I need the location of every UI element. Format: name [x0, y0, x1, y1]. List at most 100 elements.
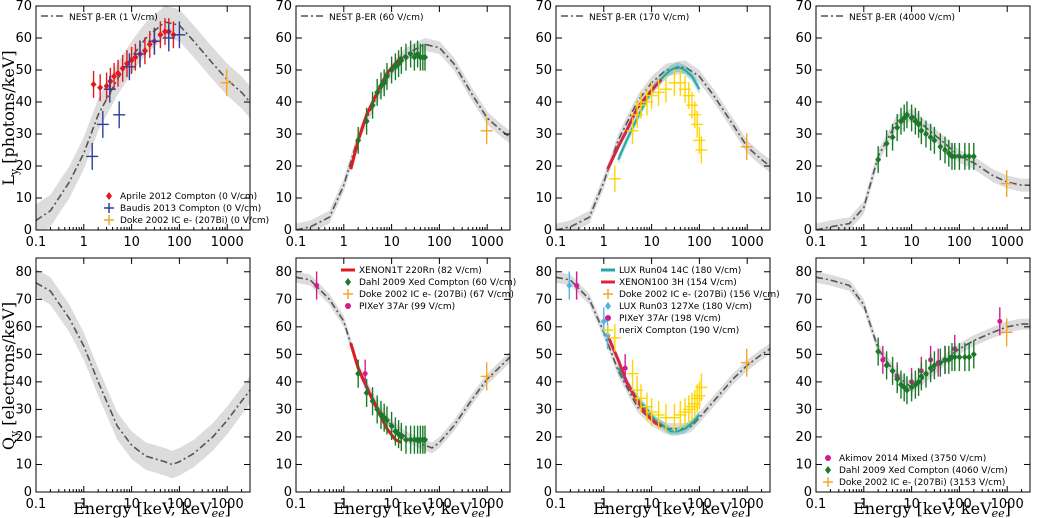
nest-uncertainty-band	[556, 60, 770, 230]
legend-label: Doke 2002 IC e- (207Bi) (3153 V/cm)	[839, 478, 1005, 488]
data-point	[383, 72, 390, 80]
series-2	[86, 21, 186, 170]
plot-area	[816, 101, 1030, 230]
x-tick-label: 10	[123, 497, 140, 512]
plot-area	[816, 271, 1030, 405]
y-tick-label: 50	[535, 347, 552, 362]
series-3	[608, 69, 708, 193]
data-point	[915, 378, 922, 386]
x-tick-label: 1	[600, 497, 608, 512]
y-tick-label: 60	[795, 31, 812, 46]
legend-label: Baudis 2013 Compton (0 V/cm)	[120, 204, 261, 214]
data-point	[398, 433, 405, 441]
axes-frame	[35, 257, 251, 493]
y-tick-label: 30	[535, 402, 552, 417]
data-point	[956, 353, 963, 361]
y-tick-label: 20	[15, 430, 32, 445]
data-point	[903, 386, 910, 394]
x-axis-label-2: Energy [keV, keVee]	[333, 499, 491, 518]
x-tick-label: 100	[947, 497, 972, 512]
y-tick-label: 60	[795, 320, 812, 335]
x-tick-label: 1000	[731, 497, 764, 512]
y-tick-label: 40	[15, 375, 32, 390]
y-tick-label: 0	[284, 485, 292, 500]
y-tick-label: 40	[535, 95, 552, 110]
y-tick-label: 30	[795, 127, 812, 142]
y-tick-label: 40	[535, 375, 552, 390]
data-point	[908, 383, 915, 391]
data-point	[422, 53, 429, 61]
data-point	[937, 359, 944, 367]
panel-5: 0.1 1 10 100 1000 0 10 20 30 40 50 60 70 80	[15, 257, 251, 512]
y-tick-label: 40	[795, 95, 812, 110]
legend-label: Doke 2002 IC e- (207Bi) (156 V/cm)	[619, 290, 780, 300]
data-point	[600, 317, 607, 325]
data-point	[966, 152, 973, 160]
y-tick-label: 0	[544, 223, 552, 238]
legend: XENON1T 220Rn (82 V/cm) Dahl 2009 Xed Com…	[341, 266, 516, 312]
data-point	[918, 372, 925, 380]
data-point	[97, 84, 104, 92]
data-point	[951, 152, 958, 160]
series-1	[90, 18, 177, 102]
y-tick-label: 20	[535, 430, 552, 445]
data-point	[402, 53, 409, 61]
data-point	[146, 40, 153, 48]
series-2	[1000, 170, 1013, 198]
plot-area	[36, 6, 250, 230]
x-tick-label: 10	[903, 235, 920, 250]
y-tick-label: 10	[795, 191, 812, 206]
data-point	[157, 31, 164, 39]
data-point	[407, 50, 414, 58]
nest-uncertainty-band	[816, 271, 1030, 393]
x-tick-label: 100	[167, 235, 192, 250]
data-point	[369, 101, 376, 109]
data-point	[889, 133, 896, 141]
y-tick-label: 10	[275, 457, 292, 472]
legend-swatch	[605, 302, 611, 310]
plot-area	[296, 38, 510, 230]
nest-legend: NEST β-ER (170 V/cm)	[561, 13, 689, 23]
x-tick-label: 1	[860, 235, 868, 250]
data-point	[915, 120, 922, 128]
x-tick-label: 100	[687, 235, 712, 250]
y-tick-label: 70	[15, 292, 32, 307]
legend-swatch	[345, 278, 351, 286]
legend-label: Dahl 2009 Xed Compton (4060 V/cm)	[839, 466, 1008, 476]
y-tick-label: 70	[535, 292, 552, 307]
y-tick-label: 10	[15, 457, 32, 472]
data-point	[997, 318, 1003, 324]
nest-curve	[816, 276, 1030, 389]
data-point	[970, 152, 977, 160]
data-point	[369, 397, 376, 405]
x-axis-label-4: Energy [keV, keVee]	[853, 499, 1011, 518]
data-point	[566, 282, 573, 290]
x-tick-label: 0.1	[26, 235, 47, 250]
x-tick-label: 1	[80, 235, 88, 250]
y-tick-label: 50	[795, 347, 812, 362]
plot-area	[36, 269, 250, 479]
x-axis-label-3: Energy [keV, keVee]	[593, 499, 751, 518]
y-tick-label: 60	[535, 31, 552, 46]
y-tick-label: 0	[24, 223, 32, 238]
data-point	[374, 88, 381, 96]
data-point	[931, 136, 938, 144]
data-point	[883, 361, 890, 369]
y-tick-label: 30	[275, 127, 292, 142]
legend: LUX Run04 14C (180 V/cm) XENON100 3H (154…	[601, 266, 780, 336]
data-point	[956, 152, 963, 160]
y-tick-label: 0	[804, 485, 812, 500]
y-tick-label: 30	[795, 402, 812, 417]
nest-uncertainty-band	[296, 38, 510, 230]
data-point	[951, 353, 958, 361]
panel-7: 0.1 1 10 100 1000 0 10 20 30 40 50 60 70 80	[535, 257, 771, 512]
axes-frame	[35, 5, 251, 231]
x-tick-label: 1000	[991, 497, 1024, 512]
data-point	[875, 348, 882, 356]
legend: Akimov 2014 Mixed (3750 V/cm) Dahl 2009 X…	[823, 454, 1008, 488]
y-tick-label: 30	[15, 127, 32, 142]
series-5	[574, 271, 628, 383]
data-point	[103, 82, 110, 90]
y-tick-label: 0	[284, 223, 292, 238]
panel-8: 0.1 1 10 100 1000 0 10 20 30 40 50 60 70 80	[795, 257, 1031, 512]
